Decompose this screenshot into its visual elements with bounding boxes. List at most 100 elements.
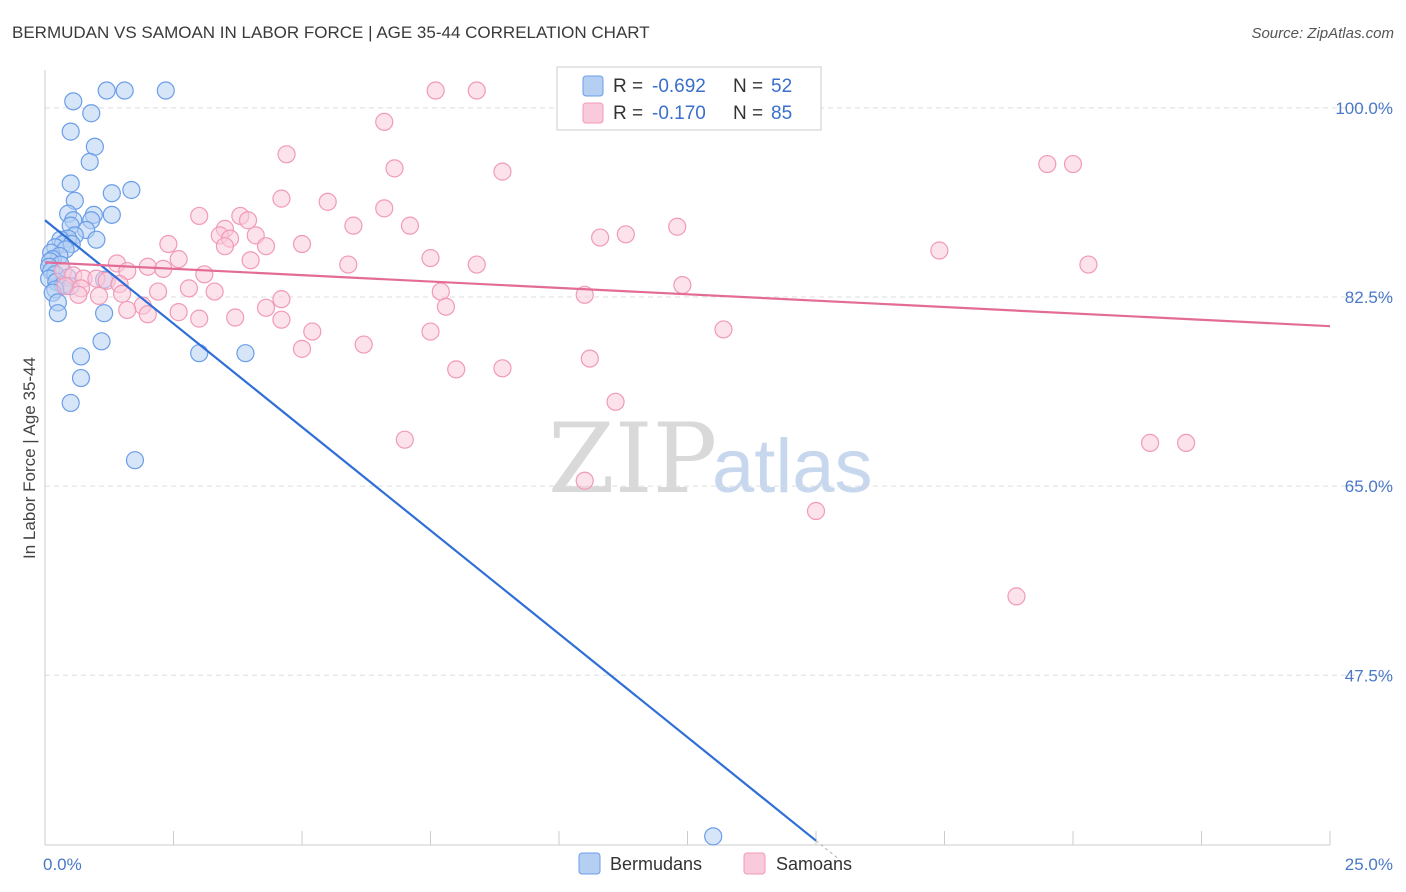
bermudans-point bbox=[61, 122, 80, 141]
legend-n-value-samoans: 85 bbox=[771, 103, 792, 124]
samoans-point bbox=[179, 279, 199, 298]
samoans-point bbox=[215, 237, 234, 256]
y-axis-label: In Labor Force | Age 35-44 bbox=[20, 357, 39, 559]
x-tick-label: 0.0% bbox=[43, 855, 82, 874]
samoans-point bbox=[575, 285, 594, 304]
bermudans-point bbox=[61, 174, 80, 193]
y-tick-label: 65.0% bbox=[1345, 477, 1393, 496]
samoans-point bbox=[169, 250, 188, 269]
samoans-point bbox=[318, 192, 337, 211]
samoans-point bbox=[272, 310, 291, 329]
samoans-point bbox=[714, 320, 733, 339]
x-axis-ticks bbox=[173, 831, 1331, 845]
bermudans-point bbox=[82, 104, 101, 123]
bermudans-point bbox=[95, 304, 114, 323]
chart-title: BERMUDAN VS SAMOAN IN LABOR FORCE | AGE … bbox=[12, 23, 650, 42]
samoans-point bbox=[339, 255, 358, 274]
bermudans-point bbox=[190, 344, 209, 363]
samoans-point bbox=[256, 237, 276, 256]
x-tick-labels: 0.0% 25.0% bbox=[43, 855, 1393, 874]
chart-source: Source: ZipAtlas.com bbox=[1251, 25, 1394, 42]
bermudans-point bbox=[87, 230, 106, 249]
samoans-point bbox=[112, 284, 132, 303]
bermudans-point bbox=[85, 137, 104, 156]
samoans-point bbox=[292, 339, 312, 358]
y-tick-labels: 100.0% 82.5% 65.0% 47.5% bbox=[1335, 99, 1393, 685]
stats-legend: R = -0.692 N = 52 R = -0.170 N = 85 bbox=[556, 66, 822, 131]
bermudans-point bbox=[64, 92, 83, 111]
y-tick-label: 100.0% bbox=[1335, 99, 1393, 118]
samoans-point bbox=[806, 501, 826, 521]
bermudans-point bbox=[122, 180, 141, 200]
samoans-point bbox=[421, 248, 440, 268]
y-tick-label: 82.5% bbox=[1345, 288, 1393, 307]
trend-lines bbox=[44, 219, 1331, 860]
bermudans-point bbox=[71, 368, 91, 388]
samoans-point bbox=[493, 359, 512, 378]
samoans-point bbox=[467, 255, 486, 274]
bermudans-point bbox=[71, 347, 91, 366]
samoans-point bbox=[89, 286, 109, 306]
bottom-legend-label-samoans: Samoans bbox=[776, 854, 852, 874]
samoans-point bbox=[375, 199, 394, 218]
samoans-point bbox=[354, 335, 373, 354]
legend-r-value-bermudans: -0.692 bbox=[652, 76, 706, 97]
samoans-point bbox=[1007, 587, 1026, 606]
bermudans-point bbox=[97, 81, 116, 100]
bermudans-point bbox=[48, 304, 67, 323]
samoans-point bbox=[375, 112, 394, 131]
legend-n-value-bermudans: 52 bbox=[771, 76, 792, 97]
legend-n-label-samoans: N = bbox=[733, 103, 763, 124]
samoans-point bbox=[292, 234, 312, 254]
legend-r-label-samoans: R = bbox=[613, 103, 643, 124]
bottom-legend-swatch-bermudans bbox=[578, 852, 601, 875]
samoans-point bbox=[1063, 154, 1083, 174]
bermudans-point bbox=[92, 332, 111, 351]
samoans-point bbox=[69, 285, 88, 304]
samoans-point bbox=[606, 392, 625, 411]
samoans-point bbox=[616, 225, 635, 244]
samoans-point bbox=[272, 290, 291, 309]
samoans-point bbox=[169, 303, 188, 322]
samoans-point bbox=[467, 81, 486, 100]
samoans-point bbox=[159, 234, 178, 254]
bermudans-point bbox=[125, 451, 145, 470]
bermudans-point bbox=[102, 205, 121, 224]
samoans-point bbox=[148, 282, 168, 301]
samoans-point bbox=[591, 228, 610, 247]
scatter-points bbox=[40, 81, 1196, 846]
bermudans-point bbox=[61, 393, 80, 413]
samoans-point bbox=[277, 145, 296, 164]
samoans-point bbox=[118, 300, 137, 320]
samoans-point bbox=[1176, 433, 1196, 453]
bermudans-point bbox=[704, 827, 723, 846]
bottom-legend-label-bermudans: Bermudans bbox=[610, 854, 702, 874]
samoans-point bbox=[190, 206, 209, 226]
legend-swatch-bermudans bbox=[582, 75, 604, 97]
samoans-point bbox=[256, 298, 276, 317]
legend-r-label-bermudans: R = bbox=[613, 76, 643, 97]
samoans-trend-line bbox=[44, 261, 1331, 328]
watermark-atlas: atlas bbox=[712, 424, 873, 509]
bermudans-trend-line bbox=[44, 219, 817, 842]
samoans-point bbox=[436, 297, 456, 316]
bermudans-point bbox=[156, 81, 175, 100]
samoans-point bbox=[190, 309, 209, 328]
legend-swatch-samoans bbox=[582, 102, 604, 124]
samoans-point bbox=[303, 322, 322, 341]
samoans-point bbox=[930, 241, 949, 260]
samoans-point bbox=[344, 216, 363, 235]
gridlines bbox=[45, 107, 1395, 676]
samoans-point bbox=[226, 308, 245, 327]
samoans-point bbox=[673, 275, 692, 295]
samoans-point bbox=[195, 265, 214, 284]
samoans-point bbox=[138, 305, 157, 324]
legend-n-label-bermudans: N = bbox=[733, 76, 763, 97]
samoans-point bbox=[668, 217, 687, 236]
samoans-point bbox=[241, 251, 260, 270]
samoans-point bbox=[447, 360, 466, 379]
legend-r-value-samoans: -0.170 bbox=[652, 103, 706, 124]
watermark-zip: ZIP bbox=[548, 403, 717, 515]
bottom-legend-swatch-samoans bbox=[743, 852, 766, 875]
samoans-point bbox=[385, 159, 404, 178]
